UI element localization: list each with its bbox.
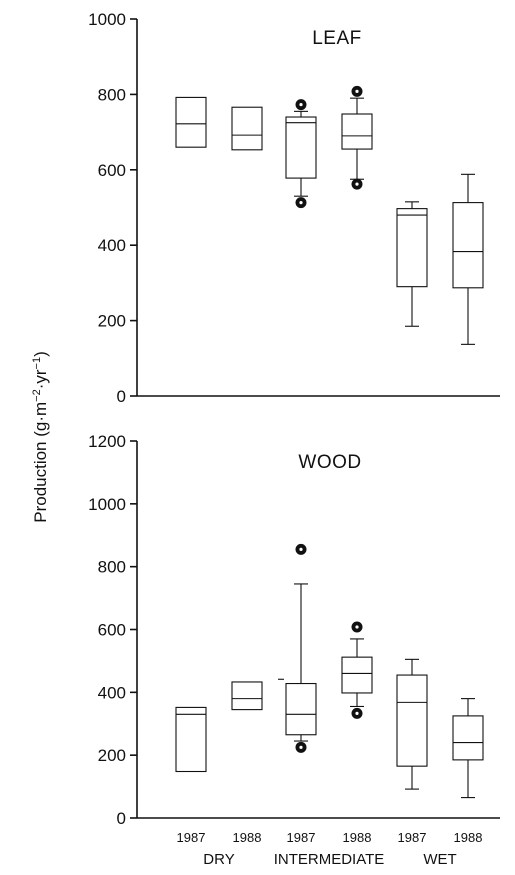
- outlier-point-center: [299, 746, 302, 749]
- box-iqr: [453, 203, 483, 288]
- y-tick-label: 400: [98, 236, 126, 255]
- box-dry-1988: [232, 107, 262, 150]
- box-iqr: [286, 117, 316, 178]
- y-axis-label: Production (g·m−2·yr−1): [31, 351, 50, 523]
- y-tick-label: 0: [117, 809, 126, 828]
- box-intermediate-1988: [342, 621, 372, 718]
- box-iqr: [397, 675, 427, 766]
- x-group-label: INTERMEDIATE: [274, 851, 385, 868]
- outlier-point-center: [299, 103, 302, 106]
- box-iqr: [232, 107, 262, 150]
- y-tick-label: 1200: [88, 432, 126, 451]
- box-iqr: [342, 657, 372, 693]
- box-iqr: [176, 707, 206, 771]
- x-year-label: 1987: [177, 830, 206, 845]
- panels: 0 200 400 600 800 1000 LEAF 0 200 400 600 800 1000 12…: [88, 10, 500, 828]
- box-intermediate-1987: [286, 544, 316, 753]
- panel-label: WOOD: [298, 452, 361, 473]
- y-tick-label: 400: [98, 683, 126, 702]
- y-tick-label: 1000: [88, 495, 126, 514]
- x-axis-labels: 1987 1988 1987 1988 1987 1988 DRY INTERMEDIATE W…: [177, 830, 483, 868]
- y-tick-label: 200: [98, 312, 126, 331]
- outlier-point-center: [355, 183, 358, 186]
- y-tick-label: 800: [98, 85, 126, 104]
- box-iqr: [453, 716, 483, 760]
- box-wet-1987: [397, 659, 427, 789]
- y-tick-label: 600: [98, 161, 126, 180]
- box-intermediate-1988: [342, 86, 372, 190]
- outlier-point-center: [299, 201, 302, 204]
- outlier-point-center: [355, 712, 358, 715]
- box-iqr: [286, 684, 316, 735]
- outlier-point-center: [355, 90, 358, 93]
- box-iqr: [397, 209, 427, 287]
- box-iqr: [232, 682, 262, 710]
- box-dry-1987: [176, 97, 206, 147]
- panel-wood: 0 200 400 600 800 1000 1200 WOOD: [88, 432, 500, 828]
- x-group-label: WET: [423, 851, 456, 868]
- x-year-label: 1988: [233, 830, 262, 845]
- panel-label: LEAF: [312, 28, 362, 49]
- x-year-label: 1987: [398, 830, 427, 845]
- box-wet-1988: [453, 699, 483, 798]
- y-tick-label: 1000: [88, 10, 126, 29]
- box-dry-1988: [232, 682, 262, 710]
- y-tick-label: 0: [117, 387, 126, 406]
- box-iqr: [342, 114, 372, 149]
- box-intermediate-1987: [286, 99, 316, 208]
- box-wet-1987: [397, 202, 427, 326]
- box-dry-1987: [176, 707, 206, 771]
- x-year-label: 1988: [343, 830, 372, 845]
- box-wet-1988: [453, 174, 483, 344]
- outlier-point-center: [299, 548, 302, 551]
- x-group-label: DRY: [203, 851, 234, 868]
- y-tick-label: 800: [98, 558, 126, 577]
- outlier-point-center: [355, 625, 358, 628]
- y-tick-label: 600: [98, 621, 126, 640]
- panel-leaf: 0 200 400 600 800 1000 LEAF: [88, 10, 500, 406]
- x-year-label: 1988: [454, 830, 483, 845]
- box-iqr: [176, 97, 206, 147]
- y-tick-label: 200: [98, 746, 126, 765]
- x-year-label: 1987: [287, 830, 316, 845]
